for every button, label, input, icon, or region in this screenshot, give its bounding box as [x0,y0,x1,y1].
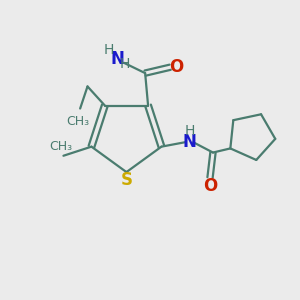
Text: N: N [182,133,197,151]
Text: N: N [110,50,124,68]
Text: O: O [169,58,184,76]
Text: O: O [203,177,217,195]
Text: CH₃: CH₃ [66,115,89,128]
Text: S: S [120,171,132,189]
Text: H: H [184,124,195,138]
Text: H: H [103,44,114,57]
Text: CH₃: CH₃ [50,140,73,153]
Text: H: H [119,57,130,71]
